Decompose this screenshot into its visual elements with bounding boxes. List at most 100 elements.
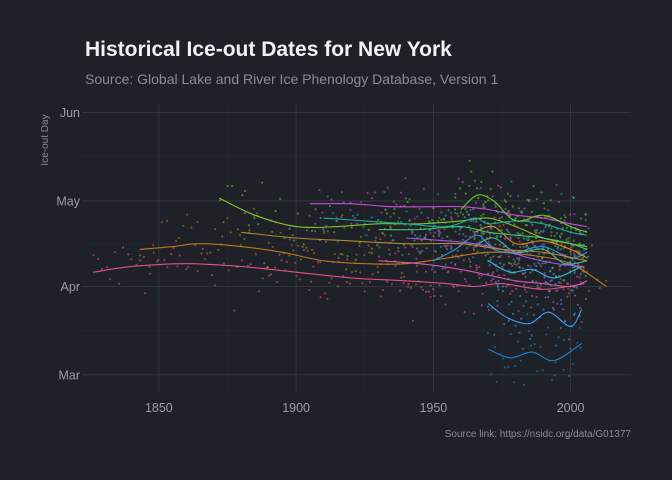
data-point	[458, 228, 462, 231]
data-point	[562, 247, 565, 250]
data-point	[260, 181, 264, 184]
data-point	[177, 236, 180, 240]
data-point	[400, 191, 403, 194]
data-point	[526, 198, 529, 201]
data-point	[582, 243, 586, 246]
data-point	[321, 211, 324, 214]
data-point	[276, 280, 279, 283]
data-point	[294, 261, 297, 265]
data-point	[582, 248, 586, 251]
data-point	[390, 282, 394, 286]
data-point	[432, 207, 435, 210]
data-point	[434, 250, 437, 253]
data-point	[386, 186, 389, 189]
data-point	[464, 192, 467, 195]
data-point	[400, 220, 403, 224]
data-point	[559, 248, 562, 251]
data-point	[566, 226, 569, 230]
data-point	[462, 238, 465, 241]
data-point	[385, 212, 389, 215]
data-point	[531, 269, 534, 272]
data-point	[185, 213, 189, 216]
data-point	[420, 211, 423, 214]
data-point	[367, 228, 370, 231]
data-point	[444, 267, 447, 270]
data-point	[316, 260, 319, 264]
data-point	[461, 213, 465, 216]
data-point	[450, 215, 453, 219]
data-point	[456, 212, 459, 215]
data-point	[404, 246, 407, 249]
data-point	[509, 237, 512, 240]
data-point	[533, 342, 536, 346]
data-point	[425, 290, 428, 294]
data-point	[526, 244, 529, 248]
data-point	[523, 207, 526, 210]
data-point	[492, 271, 495, 274]
data-point	[425, 247, 428, 250]
data-point	[383, 190, 386, 193]
data-point	[495, 235, 498, 238]
data-point	[407, 253, 410, 256]
data-point	[567, 292, 570, 295]
data-point	[462, 259, 465, 262]
data-point	[263, 262, 266, 265]
data-point	[560, 243, 563, 246]
data-point	[537, 252, 541, 255]
data-point	[517, 194, 520, 197]
data-point	[229, 231, 232, 234]
data-point	[421, 288, 425, 291]
data-point	[542, 230, 545, 234]
data-point	[536, 286, 539, 289]
data-point	[568, 374, 571, 377]
data-point	[580, 217, 583, 220]
data-point	[504, 207, 507, 210]
data-point	[576, 275, 579, 278]
data-point	[278, 253, 281, 256]
data-point	[247, 224, 250, 227]
data-point	[516, 257, 519, 260]
data-point	[308, 214, 311, 217]
data-point	[550, 378, 554, 381]
data-point	[472, 246, 475, 250]
data-point	[378, 246, 381, 249]
data-point	[478, 276, 481, 280]
data-point	[559, 217, 563, 220]
data-point	[498, 225, 501, 228]
data-point	[555, 183, 558, 187]
data-point	[518, 240, 521, 243]
data-point	[310, 280, 313, 283]
data-point	[508, 269, 511, 272]
data-point	[442, 217, 445, 221]
data-point	[413, 239, 416, 242]
data-point	[567, 236, 570, 240]
data-point	[394, 264, 397, 268]
data-point	[527, 219, 530, 222]
data-point	[440, 211, 443, 214]
data-point	[444, 214, 447, 217]
data-point	[479, 187, 482, 190]
data-point	[401, 253, 404, 257]
data-point	[545, 333, 548, 336]
data-point	[380, 211, 383, 214]
data-point	[463, 311, 466, 314]
data-point	[584, 274, 587, 278]
data-point	[480, 231, 483, 234]
data-point	[522, 304, 525, 308]
data-point	[417, 250, 420, 253]
data-point	[529, 265, 532, 268]
data-point	[399, 276, 402, 279]
x-tick-label: 1950	[419, 401, 447, 415]
x-tick-label: 1850	[145, 401, 173, 415]
data-point	[580, 320, 583, 324]
data-point	[572, 196, 575, 200]
data-point	[524, 275, 527, 279]
data-point	[548, 290, 551, 293]
data-point	[342, 201, 345, 204]
data-point	[517, 236, 520, 240]
data-point	[340, 191, 344, 194]
data-point	[404, 177, 407, 180]
data-point	[271, 245, 274, 248]
data-point	[201, 247, 204, 251]
data-point	[532, 313, 535, 316]
